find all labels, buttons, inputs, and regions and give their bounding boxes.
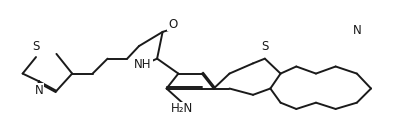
Text: S: S [32,40,40,53]
Text: N: N [35,84,44,97]
Text: N: N [352,24,361,37]
Text: O: O [168,18,177,31]
Text: NH: NH [134,58,152,71]
Text: H₂N: H₂N [171,102,193,115]
Text: S: S [261,40,268,53]
